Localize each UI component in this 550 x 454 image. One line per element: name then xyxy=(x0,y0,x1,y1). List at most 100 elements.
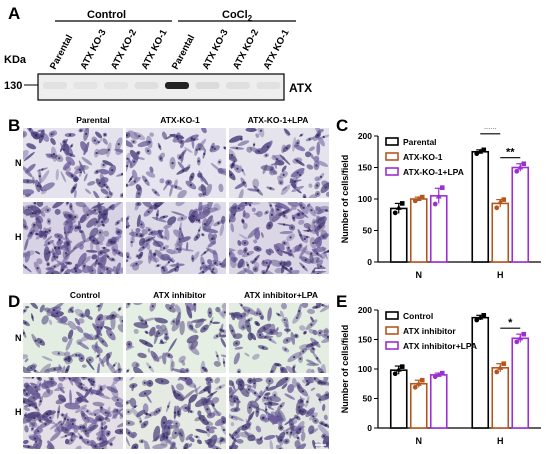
bar xyxy=(471,316,490,429)
y-tick-label: 0 xyxy=(367,257,372,267)
bar xyxy=(409,198,428,263)
legend-swatch xyxy=(385,326,399,335)
data-point xyxy=(419,194,425,200)
data-point xyxy=(521,331,527,337)
data-point xyxy=(494,205,500,211)
y-axis-label: Number of cells/field xyxy=(340,155,350,244)
group-label-control: Control xyxy=(87,9,126,21)
data-point xyxy=(501,197,507,202)
data-point xyxy=(412,198,418,204)
micrograph-b-atx-ko-1-lpa-h xyxy=(229,202,329,274)
data-point xyxy=(439,370,445,376)
legend-swatch xyxy=(385,152,399,161)
panel-label-e: E xyxy=(336,292,348,311)
micrograph-d-atx-inhibitor-lpa-n xyxy=(229,303,329,373)
blot-band xyxy=(195,82,220,89)
data-point xyxy=(395,366,402,372)
significance-label: * xyxy=(508,317,513,329)
data-point xyxy=(399,364,405,369)
group-label-cocl2: CoCl2 xyxy=(222,9,253,23)
y-tick-label: 150 xyxy=(358,335,372,345)
data-point xyxy=(432,374,438,380)
data-point xyxy=(514,168,520,174)
micro-d-col-control: Control xyxy=(69,290,101,300)
panel-label-b: B xyxy=(8,116,21,135)
lane-label: ATX KO-2 xyxy=(109,28,139,72)
lane-label: ATX KO-3 xyxy=(200,28,230,72)
data-point xyxy=(497,199,504,205)
micro-b-row-h: H xyxy=(15,232,22,242)
data-point xyxy=(419,377,425,383)
legend-swatch xyxy=(385,167,399,176)
micro-d-col-atx-inhibitor: ATX inhibitor xyxy=(153,290,206,300)
blot-band xyxy=(165,82,189,89)
blot-band xyxy=(256,82,281,89)
data-point xyxy=(415,380,422,386)
legend-label: Control xyxy=(403,311,433,321)
data-point xyxy=(477,148,484,154)
bar xyxy=(429,195,448,263)
bar xyxy=(511,337,530,429)
micrograph-d-atx-inhibitor-n xyxy=(126,303,226,373)
bar xyxy=(409,382,428,429)
micro-b-col-parental: Parental xyxy=(76,115,110,125)
data-point xyxy=(477,314,484,320)
legend-label: ATX inhibitor xyxy=(403,326,456,336)
legend-swatch xyxy=(385,311,399,320)
data-point xyxy=(415,196,422,201)
blot-band xyxy=(104,82,128,89)
y-tick-label: 100 xyxy=(358,194,372,204)
data-point xyxy=(517,164,524,170)
micro-b-row-n: N xyxy=(15,158,22,168)
marker-130: 130 xyxy=(4,80,22,92)
panel-label-d: D xyxy=(8,292,21,311)
micro-d-row-h: H xyxy=(15,407,22,417)
significance-label: *** xyxy=(484,128,498,135)
panel-label-c: C xyxy=(336,116,349,135)
data-point xyxy=(435,371,442,377)
y-tick-label: 150 xyxy=(358,163,372,173)
data-point xyxy=(395,204,402,210)
lane-label: Parental xyxy=(48,33,75,71)
micrograph-b-parental-n xyxy=(23,128,123,198)
micrograph-d-control-h xyxy=(23,377,123,449)
legend-label: ATX-KO-1 xyxy=(403,152,443,162)
blot-figure: Control CoCl2 Parental ATX KO-3 ATX KO-2 AT… xyxy=(4,9,312,101)
x-category-label: H xyxy=(497,436,504,446)
panel-label-a: A xyxy=(8,4,21,23)
kda-label: KDa xyxy=(4,54,27,66)
lane-label: ATX KO-3 xyxy=(78,28,108,72)
blot-band xyxy=(43,82,67,89)
lane-label: ATX KO-1 xyxy=(139,27,170,71)
micrograph-b-atx-ko-1-lpa-n xyxy=(229,128,329,198)
legend-label: Parental xyxy=(403,137,437,147)
micrograph-d-control-n xyxy=(23,303,123,373)
protein-label-atx: ATX xyxy=(289,81,312,95)
data-point xyxy=(412,384,418,390)
blot-band xyxy=(226,82,250,89)
data-point xyxy=(399,201,405,206)
data-point xyxy=(439,185,445,190)
x-category-label: N xyxy=(416,270,423,280)
x-category-label: H xyxy=(497,270,504,280)
data-point xyxy=(521,161,527,167)
data-point xyxy=(392,210,398,216)
y-tick-label: 200 xyxy=(358,305,372,315)
bar xyxy=(429,374,448,429)
bar xyxy=(389,369,408,429)
micrograph-d-atx-inhibitor-lpa-h xyxy=(229,377,329,449)
data-point xyxy=(392,371,398,377)
micrograph-b-parental-h xyxy=(23,202,123,274)
y-tick-label: 0 xyxy=(367,423,372,433)
micrograph-d-atx-inhibitor-h xyxy=(126,377,226,449)
lane-label: ATX KO-1 xyxy=(261,27,292,71)
significance-label: ** xyxy=(506,147,515,159)
bar xyxy=(511,166,530,263)
data-point xyxy=(474,151,480,157)
legend-swatch xyxy=(385,341,399,350)
data-point xyxy=(497,364,504,370)
data-point xyxy=(481,313,487,318)
data-point xyxy=(435,193,442,199)
